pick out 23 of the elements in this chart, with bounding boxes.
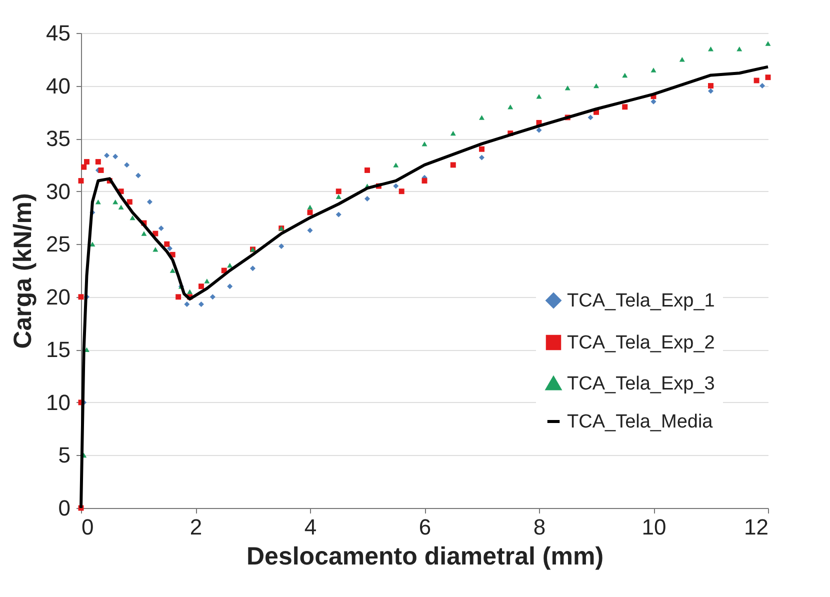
- y-axis-title: Carga (kN/m): [9, 193, 38, 349]
- x-tick-label: 4: [304, 514, 317, 540]
- y-tick-label: 30: [46, 178, 70, 204]
- y-tick-label: 15: [46, 337, 70, 362]
- y-tick-label: 45: [46, 20, 70, 46]
- x-tick-label: 12: [744, 514, 768, 540]
- x-tick-label: 2: [190, 514, 202, 540]
- legend-label: TCA_Tela_Exp_3: [567, 374, 715, 394]
- y-tick-label: 20: [46, 284, 70, 310]
- x-axis-title: Deslocamento diametral (mm): [246, 542, 604, 570]
- legend-label: TCA_Tela_Exp_1: [567, 290, 715, 312]
- y-tick-label: 40: [46, 73, 70, 98]
- y-tick-label: 35: [46, 126, 70, 152]
- x-tick-label: 0: [82, 514, 94, 540]
- y-tick-label: 0: [58, 496, 70, 520]
- y-tick-label: 5: [58, 442, 70, 468]
- y-tick-label: 10: [46, 390, 70, 415]
- x-tick-label: 10: [642, 514, 666, 540]
- x-tick-label: 8: [533, 514, 546, 540]
- legend-label: TCA_Tela_Exp_2: [567, 332, 715, 354]
- legend-label: TCA_Tela_Media: [567, 412, 714, 432]
- y-tick-label: 25: [46, 232, 70, 257]
- x-tick-label: 6: [418, 514, 432, 540]
